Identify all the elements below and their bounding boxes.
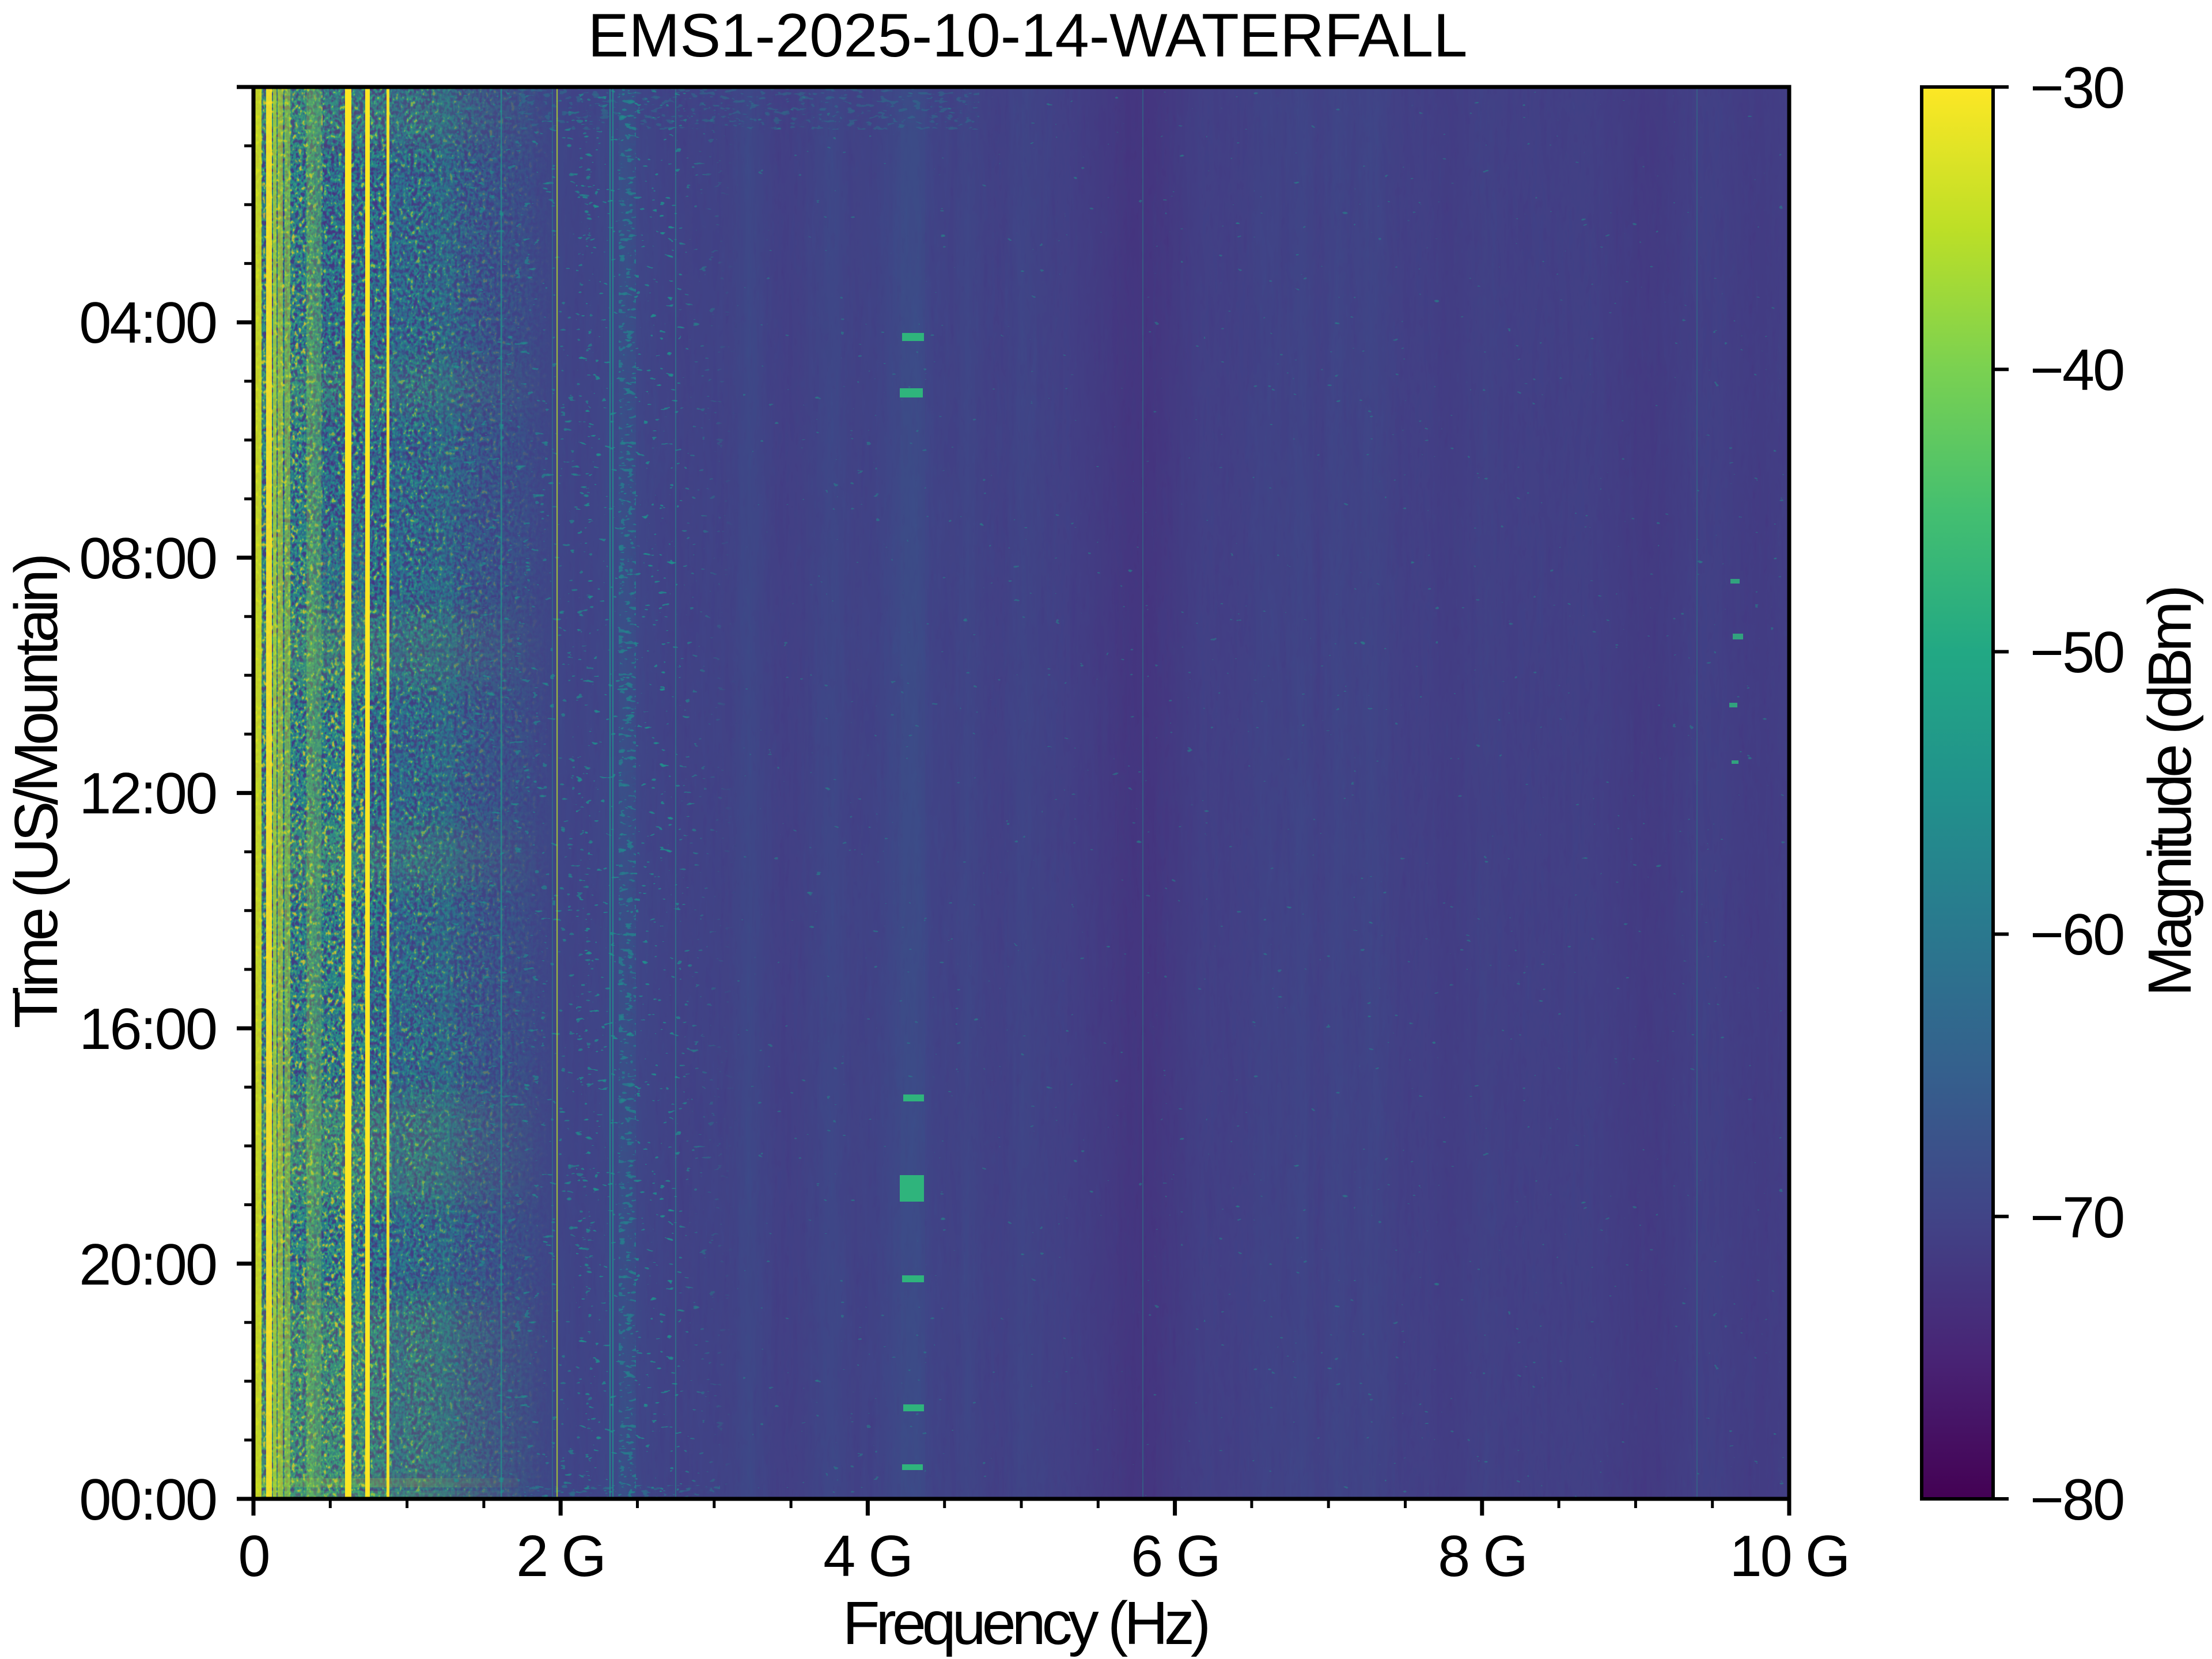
- svg-text:6 G: 6 G: [1131, 1524, 1219, 1589]
- svg-text:10 G: 10 G: [1730, 1524, 1849, 1589]
- svg-text:−40: −40: [2030, 338, 2123, 403]
- svg-text:08:00: 08:00: [79, 527, 216, 591]
- svg-text:16:00: 16:00: [79, 997, 216, 1062]
- svg-text:Magnitude (dBm): Magnitude (dBm): [2136, 588, 2204, 997]
- svg-text:−50: −50: [2030, 620, 2123, 685]
- svg-text:−70: −70: [2030, 1185, 2123, 1250]
- svg-text:00:00: 00:00: [79, 1468, 216, 1532]
- svg-text:04:00: 04:00: [79, 291, 216, 355]
- svg-text:20:00: 20:00: [79, 1233, 216, 1297]
- svg-text:EMS1-2025-10-14-WATERFALL: EMS1-2025-10-14-WATERFALL: [588, 1, 1467, 70]
- svg-text:4 G: 4 G: [823, 1524, 912, 1589]
- svg-text:2 G: 2 G: [516, 1524, 605, 1589]
- svg-text:Time (US/Mountain): Time (US/Mountain): [2, 556, 70, 1028]
- svg-text:−60: −60: [2030, 903, 2123, 967]
- svg-text:0: 0: [238, 1524, 268, 1589]
- svg-text:12:00: 12:00: [79, 762, 216, 826]
- svg-text:Frequency (Hz): Frequency (Hz): [843, 1589, 1207, 1657]
- svg-text:8 G: 8 G: [1438, 1524, 1527, 1589]
- svg-text:−30: −30: [2030, 56, 2123, 120]
- svg-text:−80: −80: [2030, 1468, 2123, 1532]
